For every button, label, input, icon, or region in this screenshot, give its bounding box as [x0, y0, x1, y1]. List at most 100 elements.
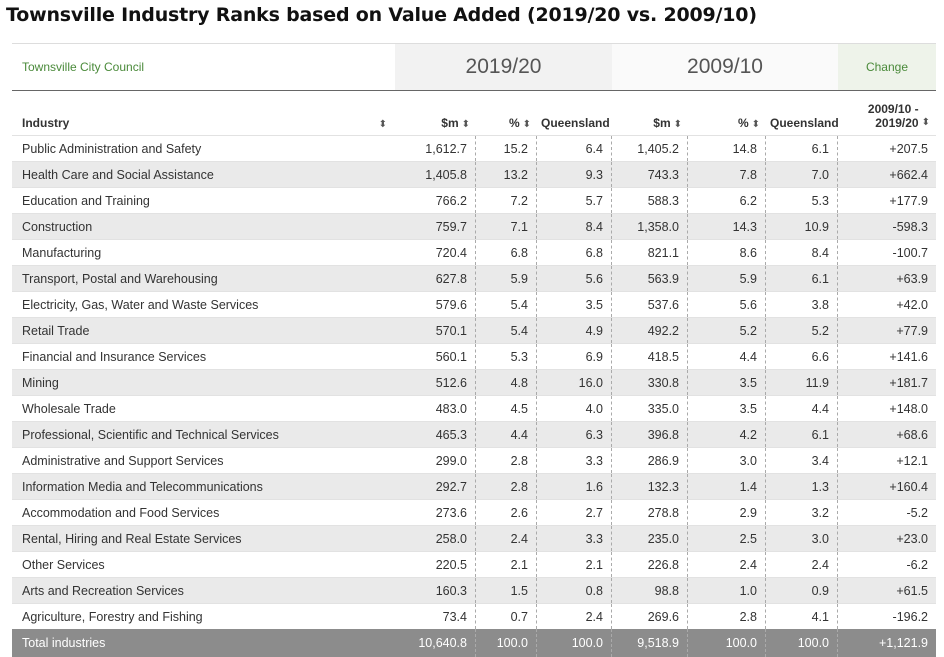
cell-pct-2009: 4.4 — [688, 344, 766, 369]
cell-industry: Transport, Postal and Warehousing — [12, 266, 395, 291]
cell-industry: Construction — [12, 214, 395, 239]
cell-sm-2009: 537.6 — [612, 292, 688, 317]
cell-qld-2009: 3.0 — [766, 526, 838, 551]
cell-industry: Mining — [12, 370, 395, 395]
cell-qld-2019: 6.3 — [537, 422, 612, 447]
cell-pct-2019: 2.8 — [476, 448, 537, 473]
cell-sm-2009: 492.2 — [612, 318, 688, 343]
sort-icon[interactable]: ⬍ — [921, 117, 930, 128]
table-row: Information Media and Telecommunications… — [12, 473, 936, 499]
column-header-sm-2009[interactable]: $m ⬍ — [612, 91, 688, 135]
table-row: Rental, Hiring and Real Estate Services 2… — [12, 525, 936, 551]
cell-pct-2009: 2.5 — [688, 526, 766, 551]
cell-industry: Agriculture, Forestry and Fishing — [22, 609, 203, 624]
sort-icon[interactable]: ⬍ — [461, 119, 470, 130]
cell-pct-2019: 2.8 — [476, 474, 537, 499]
cell-change: +160.4 — [838, 474, 936, 499]
cell-pct-2019: 5.4 — [476, 292, 537, 317]
change-header-line1: 2009/10 - — [867, 102, 919, 116]
qld-header-label: Queensland — [541, 116, 610, 130]
cell-qld-2009: 10.9 — [766, 214, 838, 239]
cell-qld-2019: 16.0 — [537, 370, 612, 395]
sort-icon[interactable]: ⬍ — [751, 119, 760, 130]
cell-qld-2009: 1.3 — [766, 474, 838, 499]
cell-industry: Administrative and Support Services — [22, 453, 224, 468]
cell-qld-2019: 3.5 — [537, 292, 612, 317]
cell-change: +42.0 — [896, 297, 928, 312]
cell-qld-2019: 100.0 — [537, 629, 612, 657]
column-header-sm-2019[interactable]: $m ⬍ — [395, 91, 476, 135]
pct-header-label: % — [737, 116, 749, 130]
cell-industry: Total industries — [12, 629, 395, 657]
cell-industry: Public Administration and Safety — [22, 141, 202, 156]
cell-qld-2019: 2.1 — [537, 552, 612, 577]
cell-sm-2019: 720.4 — [395, 240, 476, 265]
cell-industry: Education and Training — [22, 193, 150, 208]
cell-pct-2009: 14.3 — [688, 214, 766, 239]
table-row: Wholesale Trade 483.0 4.5 4.0 335.0 3.5 4.4 +14… — [12, 395, 936, 421]
cell-change: +207.5 — [889, 141, 928, 156]
cell-change: +68.6 — [838, 422, 936, 447]
cell-change: +181.7 — [838, 370, 936, 395]
cell-qld-2019: 6.9 — [537, 344, 612, 369]
column-header-pct-2009[interactable]: % ⬍ — [688, 91, 766, 135]
column-header-industry[interactable]: Industry ⬍ — [12, 91, 395, 135]
cell-change: -598.3 — [838, 214, 936, 239]
change-header-line2: 2019/20 — [875, 116, 919, 130]
cell-industry: Retail Trade — [12, 318, 395, 343]
cell-sm-2019: 560.1 — [395, 344, 476, 369]
cell-sm-2019: 579.6 — [395, 292, 476, 317]
column-header-qld-2009[interactable]: Queensland — [766, 91, 838, 135]
table-row: Health Care and Social Assistance 1,405.8… — [12, 161, 936, 187]
cell-qld-2009: 6.6 — [766, 344, 838, 369]
sort-icon[interactable]: ⬍ — [378, 119, 387, 130]
cell-qld-2009: 4.1 — [766, 604, 838, 629]
qld-header-label: Queensland — [770, 116, 838, 130]
column-header-change[interactable]: 2009/10 -2019/20 ⬍ — [838, 91, 936, 135]
change-header-text: 2009/10 -2019/20 — [868, 102, 919, 130]
table-row: Construction 759.7 7.1 8.4 1,358.0 14.3 10.9 -5… — [12, 213, 936, 239]
column-header-qld-2019[interactable]: Queensland — [537, 91, 612, 135]
cell-qld-2019: 4.9 — [537, 318, 612, 343]
sort-icon[interactable]: ⬍ — [522, 119, 531, 130]
table-header-groups: Townsville City Council 2019/20 2009/10 … — [12, 44, 936, 90]
cell-pct-2019: 100.0 — [476, 629, 537, 657]
cell-change: +141.6 — [889, 349, 928, 364]
cell-qld-2019: 8.4 — [537, 214, 612, 239]
cell-qld-2019: 4.0 — [537, 396, 612, 421]
cell-qld-2019: 2.7 — [537, 500, 612, 525]
cell-qld-2009: 6.1 — [766, 266, 838, 291]
sort-icon[interactable]: ⬍ — [673, 119, 682, 130]
cell-sm-2009: 821.1 — [612, 240, 688, 265]
column-header-pct-2019[interactable]: % ⬍ — [476, 91, 537, 135]
cell-qld-2019: 2.4 — [537, 604, 612, 629]
table-row: Financial and Insurance Services 560.1 5.3… — [12, 343, 936, 369]
cell-sm-2009: 9,518.9 — [612, 629, 688, 657]
cell-qld-2019: 3.3 — [537, 448, 612, 473]
cell-sm-2019: 1,405.8 — [395, 162, 476, 187]
cell-sm-2019: 512.6 — [395, 370, 476, 395]
cell-qld-2019: 5.7 — [537, 188, 612, 213]
cell-pct-2019: 13.2 — [476, 162, 537, 187]
table-row: Accommodation and Food Services 273.6 2.6 2… — [12, 499, 936, 525]
cell-pct-2019: 7.1 — [476, 214, 537, 239]
cell-qld-2019: 5.6 — [537, 266, 612, 291]
sm-header-label: $m — [653, 116, 671, 130]
cell-sm-2019: 160.3 — [395, 578, 476, 603]
cell-change: -5.2 — [906, 505, 928, 520]
table-row: Retail Trade 570.1 5.4 4.9 492.2 5.2 5.2 +77.9 — [12, 317, 936, 343]
cell-sm-2019: 10,640.8 — [395, 629, 476, 657]
table-column-headers: Industry ⬍ $m ⬍ % ⬍ Queensland $m ⬍ % ⬍ Queen… — [12, 90, 936, 135]
cell-pct-2019: 5.9 — [476, 266, 537, 291]
cell-qld-2019: 3.3 — [537, 526, 612, 551]
cell-qld-2009: 11.9 — [766, 370, 838, 395]
cell-pct-2009: 3.5 — [688, 396, 766, 421]
cell-change: +12.1 — [896, 453, 928, 468]
cell-qld-2019: 0.8 — [537, 578, 612, 603]
cell-sm-2009: 235.0 — [612, 526, 688, 551]
sm-header-label: $m — [441, 116, 459, 130]
cell-industry: Wholesale Trade — [22, 401, 116, 416]
cell-change: +23.0 — [838, 526, 936, 551]
cell-pct-2009: 3.5 — [688, 370, 766, 395]
cell-industry: Accommodation and Food Services — [22, 505, 220, 520]
